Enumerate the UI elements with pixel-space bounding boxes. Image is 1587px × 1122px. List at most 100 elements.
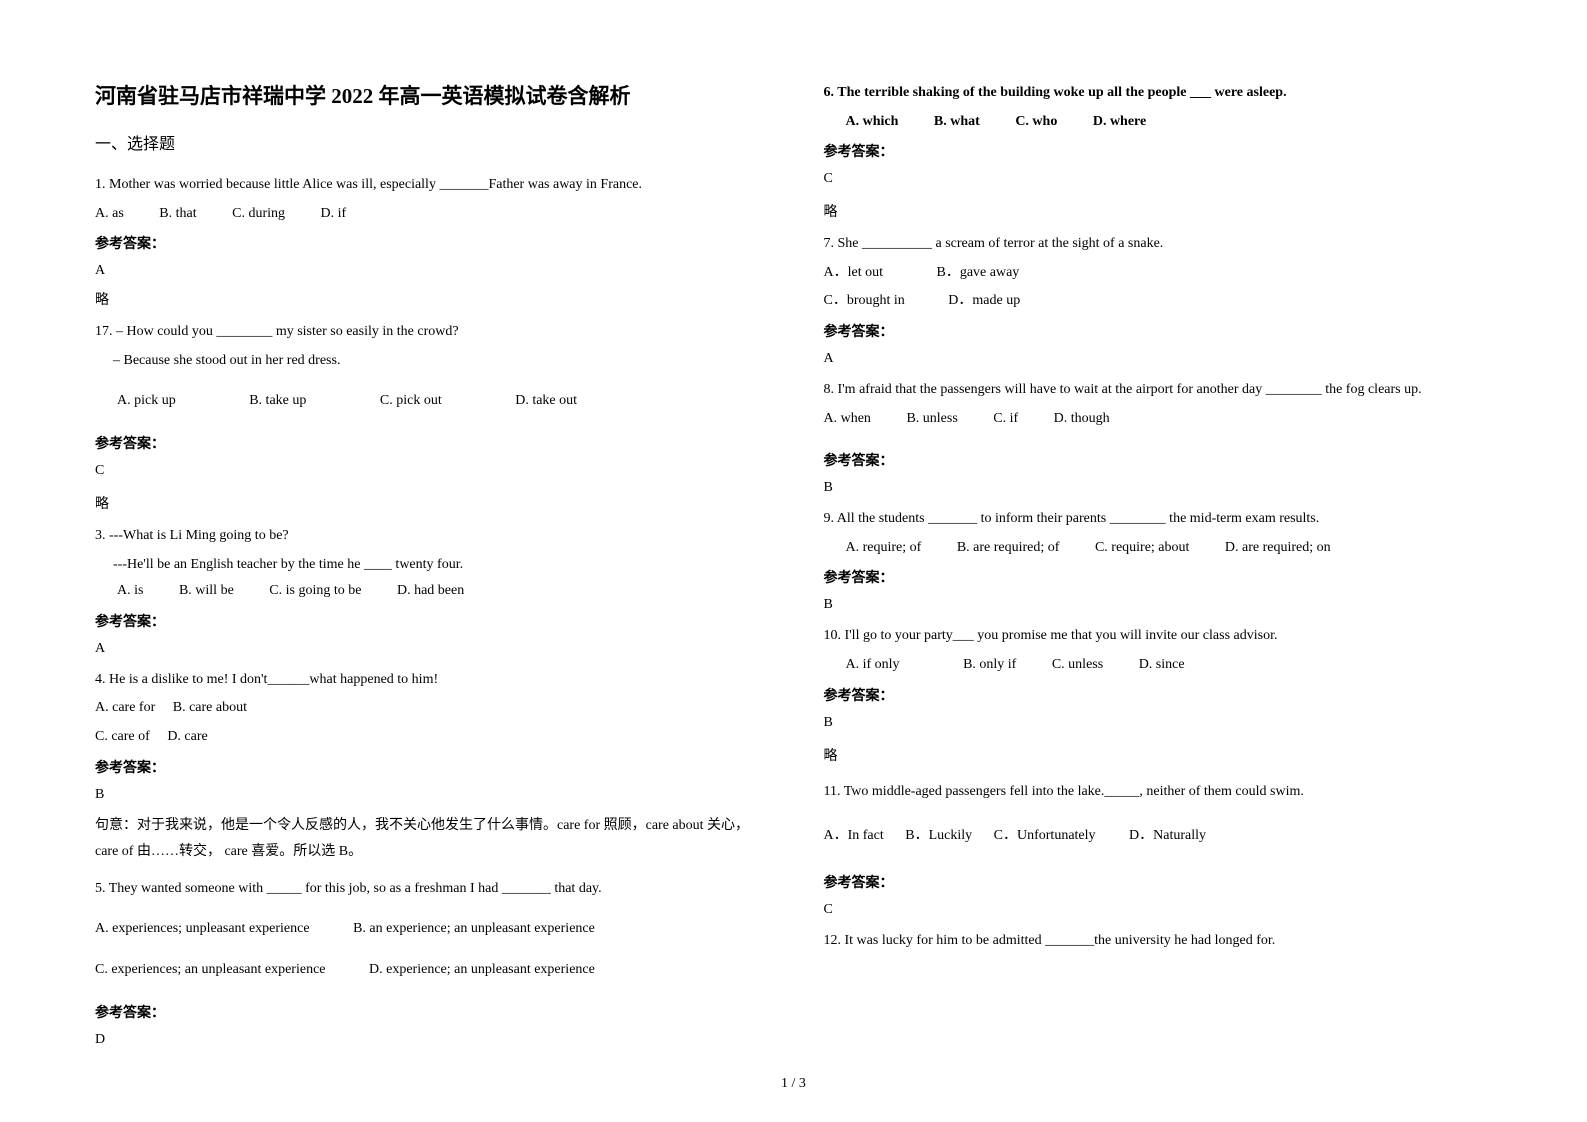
q8-opt-b: B. unless: [906, 406, 957, 433]
q5-ans-label: 参考答案：: [95, 1002, 764, 1022]
q4-note: 句意：对于我来说，他是一个令人反感的人，我不关心他发生了什么事情。care fo…: [95, 813, 764, 866]
q7-ans-label: 参考答案：: [824, 321, 1493, 341]
q3-ans-label: 参考答案：: [95, 611, 764, 631]
q8-text: 8. I'm afraid that the passengers will h…: [824, 377, 1493, 404]
q17-opt-c: C. pick out: [380, 388, 442, 415]
q4-opt-b: B. care about: [173, 695, 247, 722]
q1-note: 略: [95, 289, 764, 309]
q5-opt-b: B. an experience; an unpleasant experien…: [353, 916, 595, 943]
page-footer: 1 / 3: [95, 1076, 1492, 1092]
q6-text: 6. The terrible shaking of the building …: [824, 80, 1493, 107]
q7-opt-d: D．made up: [948, 288, 1020, 315]
q11-options: A．In fact B．Luckily C．Unfortunately D．Na…: [824, 823, 1493, 850]
section-heading: 一、选择题: [95, 130, 764, 154]
q3-text: 3. ---What is Li Ming going to be?: [95, 523, 764, 550]
q12-text: 12. It was lucky for him to be admitted …: [824, 928, 1493, 955]
q3-opt-a: A. is: [117, 578, 143, 605]
q3-options: A. is B. will be C. is going to be D. ha…: [95, 578, 764, 605]
q4-options-2: C. care of D. care: [95, 724, 764, 751]
q17-ans-label: 参考答案：: [95, 433, 764, 453]
q6-opt-a: A. which: [846, 109, 899, 136]
q5-opt-c: C. experiences; an unpleasant experience: [95, 957, 326, 984]
q11-opt-c: C．Unfortunately: [994, 823, 1096, 850]
q5-ans: D: [95, 1032, 764, 1048]
q5-options-2: C. experiences; an unpleasant experience…: [95, 957, 764, 984]
q11-ans: C: [824, 902, 1493, 918]
q5-options-1: A. experiences; unpleasant experience B.…: [95, 916, 764, 943]
q17-options: A. pick up B. take up C. pick out D. tak…: [95, 388, 764, 415]
q8-opt-a: A. when: [824, 406, 871, 433]
q6-options: A. which B. what C. who D. where: [824, 109, 1493, 136]
q6-opt-d: D. where: [1093, 109, 1146, 136]
q17-opt-d: D. take out: [515, 388, 577, 415]
q3-opt-c: C. is going to be: [269, 578, 361, 605]
q17-line2: – Because she stood out in her red dress…: [95, 348, 764, 375]
q9-opt-a: A. require; of: [846, 535, 922, 562]
q10-options: A. if only B. only if C. unless D. since: [824, 652, 1493, 679]
q7-ans: A: [824, 351, 1493, 367]
q8-ans: B: [824, 480, 1493, 496]
q3-ans: A: [95, 641, 764, 657]
q7-opt-b: B．gave away: [937, 260, 1020, 287]
q10-opt-d: D. since: [1139, 652, 1185, 679]
q8-ans-label: 参考答案：: [824, 450, 1493, 470]
column-right: 6. The terrible shaking of the building …: [824, 80, 1493, 1066]
q9-opt-b: B. are required; of: [957, 535, 1060, 562]
q10-opt-c: C. unless: [1052, 652, 1103, 679]
q6-ans-label: 参考答案：: [824, 141, 1493, 161]
q10-text: 10. I'll go to your party___ you promise…: [824, 623, 1493, 650]
q4-ans-label: 参考答案：: [95, 757, 764, 777]
q11-opt-d: D．Naturally: [1129, 823, 1206, 850]
q6-opt-c: C. who: [1015, 109, 1057, 136]
q17-opt-a: A. pick up: [117, 388, 176, 415]
q6-note: 略: [824, 201, 1493, 221]
q1-text: 1. Mother was worried because little Ali…: [95, 172, 764, 199]
page-container: 河南省驻马店市祥瑞中学 2022 年高一英语模拟试卷含解析 一、选择题 1. M…: [0, 0, 1587, 1122]
q1-opt-c: C. during: [232, 201, 285, 228]
q9-opt-c: C. require; about: [1095, 535, 1189, 562]
q6-ans: C: [824, 171, 1493, 187]
q4-opt-a: A. care for: [95, 695, 155, 722]
q17-text: 17. – How could you ________ my sister s…: [95, 319, 764, 346]
q3-opt-b: B. will be: [179, 578, 234, 605]
q4-opt-c: C. care of: [95, 724, 150, 751]
q1-opt-a: A. as: [95, 201, 124, 228]
q17-note: 略: [95, 493, 764, 513]
document-title: 河南省驻马店市祥瑞中学 2022 年高一英语模拟试卷含解析: [95, 80, 764, 110]
q4-ans: B: [95, 787, 764, 803]
q5-opt-d: D. experience; an unpleasant experience: [369, 957, 595, 984]
q17-ans: C: [95, 463, 764, 479]
q9-ans: B: [824, 597, 1493, 613]
q9-text: 9. All the students _______ to inform th…: [824, 506, 1493, 533]
q7-options-2: C．brought in D．made up: [824, 288, 1493, 315]
q4-text: 4. He is a dislike to me! I don't______w…: [95, 667, 764, 694]
q5-text: 5. They wanted someone with _____ for th…: [95, 876, 764, 903]
q9-opt-d: D. are required; on: [1225, 535, 1331, 562]
q11-ans-label: 参考答案：: [824, 872, 1493, 892]
q17-opt-b: B. take up: [249, 388, 306, 415]
q3-opt-d: D. had been: [397, 578, 464, 605]
q8-opt-d: D. though: [1054, 406, 1110, 433]
q3-line2: ---He'll be an English teacher by the ti…: [95, 552, 764, 579]
q8-options: A. when B. unless C. if D. though: [824, 406, 1493, 433]
q1-ans: A: [95, 263, 764, 279]
q6-opt-b: B. what: [934, 109, 980, 136]
q10-note: 略: [824, 745, 1493, 765]
q10-opt-b: B. only if: [963, 652, 1016, 679]
q7-options-1: A．let out B．gave away: [824, 260, 1493, 287]
q10-ans-label: 参考答案：: [824, 685, 1493, 705]
column-left: 河南省驻马店市祥瑞中学 2022 年高一英语模拟试卷含解析 一、选择题 1. M…: [95, 80, 764, 1066]
q11-opt-a: A．In fact: [824, 823, 884, 850]
q10-ans: B: [824, 715, 1493, 731]
q1-opt-b: B. that: [159, 201, 196, 228]
q9-options: A. require; of B. are required; of C. re…: [824, 535, 1493, 562]
q7-opt-c: C．brought in: [824, 288, 905, 315]
q7-opt-a: A．let out: [824, 260, 884, 287]
q5-opt-a: A. experiences; unpleasant experience: [95, 916, 310, 943]
q4-options-1: A. care for B. care about: [95, 695, 764, 722]
q1-opt-d: D. if: [321, 201, 347, 228]
q10-opt-a: A. if only: [846, 652, 900, 679]
q4-opt-d: D. care: [167, 724, 207, 751]
q1-options: A. as B. that C. during D. if: [95, 201, 764, 228]
q8-opt-c: C. if: [993, 406, 1018, 433]
